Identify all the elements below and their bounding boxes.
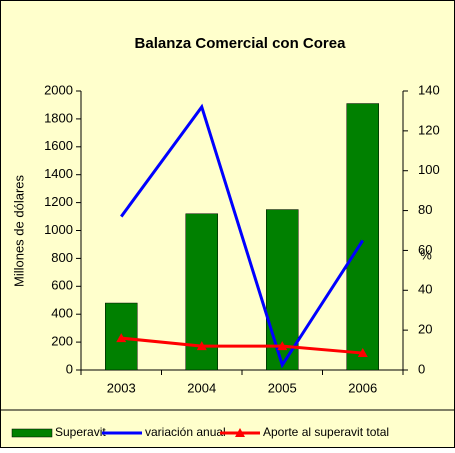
y2-tick-label: 80 bbox=[418, 202, 432, 217]
y2-tick-label: 120 bbox=[418, 122, 440, 137]
marker bbox=[116, 333, 127, 343]
x-tick-label: 2006 bbox=[348, 380, 377, 395]
y-tick-label: 200 bbox=[51, 334, 73, 349]
y2-tick-label: 0 bbox=[418, 361, 425, 376]
y-tick-label: 2000 bbox=[44, 82, 73, 97]
y-tick-label: 800 bbox=[51, 250, 73, 265]
x-tick-label: 2003 bbox=[107, 380, 136, 395]
y-tick-label: 400 bbox=[51, 306, 73, 321]
y-tick-label: 1000 bbox=[44, 222, 73, 237]
y2-tick-label: 140 bbox=[418, 82, 440, 97]
line bbox=[120, 103, 365, 369]
legend-swatch bbox=[11, 428, 53, 438]
y-tick-label: 1200 bbox=[44, 194, 73, 209]
chart-title: Balanza Comercial con Corea bbox=[135, 35, 347, 52]
marker bbox=[357, 348, 368, 358]
y-tick-label: 600 bbox=[51, 278, 73, 293]
y2-tick-label: 60 bbox=[418, 242, 432, 257]
y-tick-label: 1400 bbox=[44, 166, 73, 181]
legend-label: Aporte al superavit total bbox=[263, 425, 389, 439]
y-axis-label: Millones de dólares bbox=[11, 175, 26, 288]
marker bbox=[196, 341, 207, 351]
legend-label: Superavit bbox=[55, 425, 106, 439]
y-tick-label: 0 bbox=[66, 361, 73, 376]
x-tick-label: 2004 bbox=[187, 380, 216, 395]
y2-tick-label: 100 bbox=[418, 162, 440, 177]
y2-tick-label: 20 bbox=[418, 322, 432, 337]
legend-label: variación anual bbox=[145, 425, 226, 439]
marker bbox=[277, 341, 288, 351]
y-tick-label: 1600 bbox=[44, 138, 73, 153]
legend-marker bbox=[235, 428, 245, 437]
x-tick-label: 2005 bbox=[268, 380, 297, 395]
bar bbox=[346, 103, 379, 371]
y2-tick-label: 40 bbox=[418, 282, 432, 297]
y2-axis-label: % bbox=[420, 247, 432, 262]
y-tick-label: 1800 bbox=[44, 110, 73, 125]
line bbox=[121, 336, 363, 355]
